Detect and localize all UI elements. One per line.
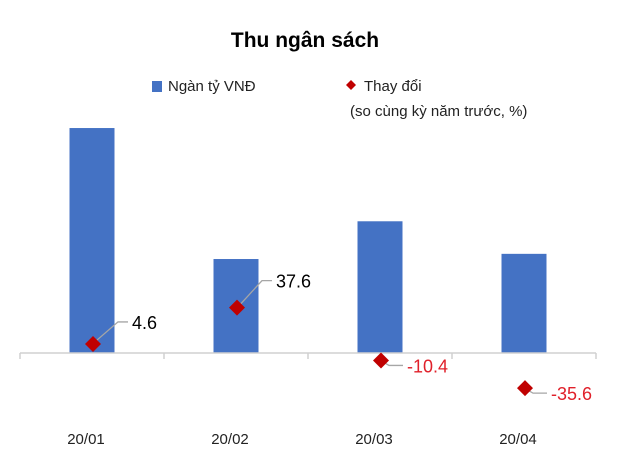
data-label: 4.6: [132, 313, 157, 333]
data-label-leader: [527, 389, 547, 394]
change-diamond-20/04: [517, 380, 533, 397]
data-label-leader: [383, 361, 403, 367]
x-tick-label: 20/03: [355, 431, 393, 448]
bar-20/01: [69, 128, 115, 353]
legend-change-sublabel: (so cùng kỳ năm trước, %): [350, 103, 527, 120]
legend-bar-swatch: [152, 81, 162, 92]
data-label: -35.6: [551, 384, 592, 404]
data-label: 37.6: [276, 272, 311, 292]
bar-20/04: [501, 253, 547, 353]
legend-diamond-swatch: [346, 80, 356, 90]
change-diamond-20/03: [373, 352, 389, 369]
legend-bar-label: Ngàn tỷ VNĐ: [168, 78, 256, 95]
legend-change-label: Thay đổi: [364, 78, 422, 95]
x-tick-label: 20/02: [211, 431, 249, 448]
x-tick-label: 20/01: [67, 431, 105, 448]
data-label: -10.4: [407, 356, 448, 376]
change-diamond-20/01: [85, 335, 101, 352]
bar-20/03: [357, 221, 403, 353]
data-label-leader: [239, 279, 272, 306]
data-label-leader: [95, 321, 128, 342]
chart-title: Thu ngân sách: [231, 29, 379, 52]
x-tick-label: 20/04: [499, 431, 537, 448]
change-diamond-20/02: [229, 299, 245, 316]
